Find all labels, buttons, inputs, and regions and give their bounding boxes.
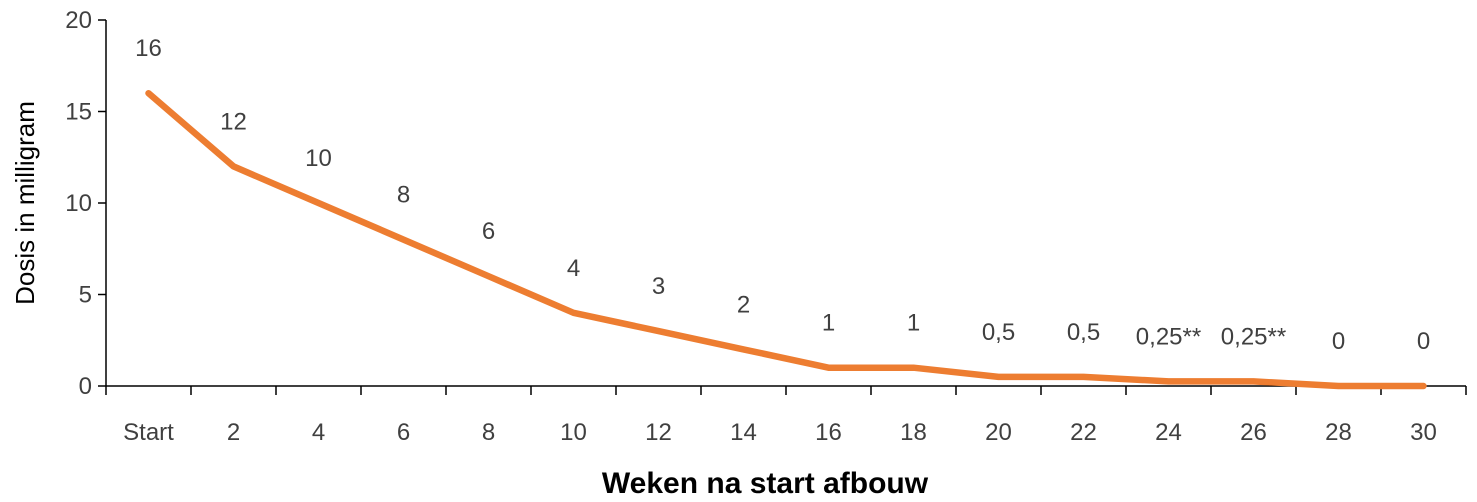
x-tick-label: 30 — [1410, 419, 1437, 446]
data-label: 2 — [737, 291, 750, 318]
x-tick-label: 16 — [815, 419, 842, 446]
y-tick-label: 15 — [65, 99, 92, 126]
x-tick-label: 28 — [1325, 419, 1352, 446]
data-label: 8 — [397, 182, 410, 209]
y-tick-label: 0 — [79, 373, 92, 400]
data-label: 10 — [305, 145, 332, 172]
y-tick-label: 20 — [65, 7, 92, 34]
x-tick-label: 26 — [1240, 419, 1267, 446]
data-label: 12 — [220, 108, 247, 135]
y-axis-title: Dosis in milligram — [10, 101, 40, 305]
x-axis-title: Weken na start afbouw — [602, 467, 929, 500]
x-tick-label: 2 — [227, 419, 240, 446]
data-labels: 16 12 10 8 6 4 3 2 1 1 0,5 0,5 0,25** 0,25** 0 0 — [135, 35, 1430, 355]
data-label: 3 — [652, 273, 665, 300]
data-label: 1 — [822, 310, 835, 337]
data-label: 1 — [907, 310, 920, 337]
x-tick-label: 24 — [1155, 419, 1182, 446]
data-label: 0 — [1417, 328, 1430, 355]
x-tick-label: 22 — [1070, 419, 1097, 446]
x-tick-label: 12 — [645, 419, 672, 446]
data-label: 0,5 — [1067, 319, 1100, 346]
data-label: 0 — [1332, 328, 1345, 355]
data-label: 4 — [567, 255, 580, 282]
data-label: 0,5 — [982, 319, 1015, 346]
y-tick-label: 10 — [65, 190, 92, 217]
x-tick-label: 14 — [730, 419, 757, 446]
x-tick-label: Start — [123, 419, 174, 446]
x-tick-label: 8 — [482, 419, 495, 446]
x-tick-label: 4 — [312, 419, 325, 446]
x-tick-label: 10 — [560, 419, 587, 446]
x-tick-label: 20 — [985, 419, 1012, 446]
data-label: 6 — [482, 218, 495, 245]
series-line — [145, 89, 1427, 390]
x-tick-label: 18 — [900, 419, 927, 446]
x-tick-label: 6 — [397, 419, 410, 446]
data-label: 16 — [135, 35, 162, 62]
series-layer — [145, 89, 1427, 390]
data-label: 0,25** — [1136, 323, 1201, 350]
data-label: 0,25** — [1221, 323, 1286, 350]
y-tick-label: 5 — [79, 282, 92, 309]
